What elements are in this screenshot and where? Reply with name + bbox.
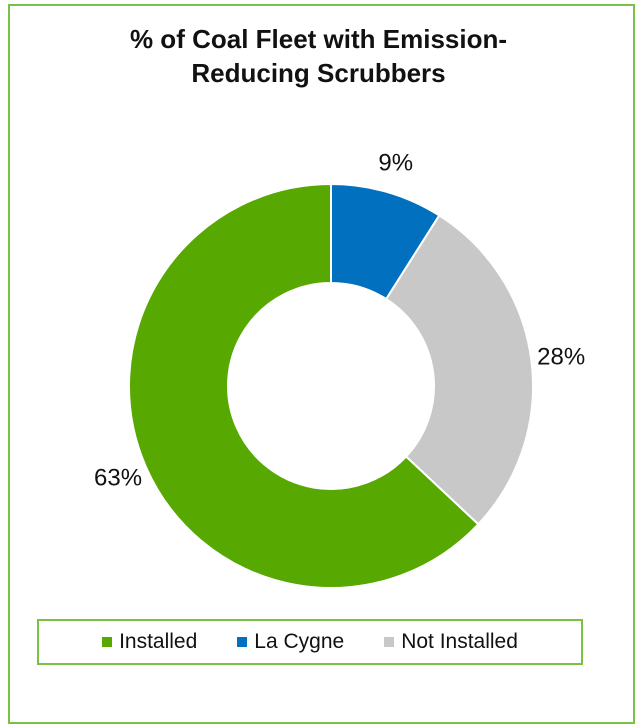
data-label-not-installed: 28% xyxy=(537,343,585,370)
legend-item-la-cygne: La Cygne xyxy=(237,630,344,654)
legend-label-not-installed: Not Installed xyxy=(401,630,518,653)
donut-chart: 9% 28% 63% xyxy=(94,150,585,589)
data-label-la-cygne: 9% xyxy=(378,150,413,177)
legend-item-installed: Installed xyxy=(102,630,197,654)
chart-title-line-2: Reducing Scrubbers xyxy=(191,58,446,88)
chart-title: % of Coal Fleet with Emission- Reducing … xyxy=(0,22,637,90)
slice-installed xyxy=(128,182,480,589)
chart-legend: Installed La Cygne Not Installed xyxy=(37,619,583,665)
chart-title-line-1: % of Coal Fleet with Emission- xyxy=(129,24,508,54)
legend-swatch-installed xyxy=(102,637,113,647)
legend-swatch-la-cygne xyxy=(237,637,248,647)
legend-swatch-not-installed xyxy=(384,637,395,647)
slice-not-installed xyxy=(384,214,534,526)
legend-item-not-installed: Not Installed xyxy=(384,630,518,654)
legend-label-la-cygne: La Cygne xyxy=(254,630,345,653)
data-label-installed: 63% xyxy=(94,465,142,492)
legend-label-installed: Installed xyxy=(119,630,198,653)
